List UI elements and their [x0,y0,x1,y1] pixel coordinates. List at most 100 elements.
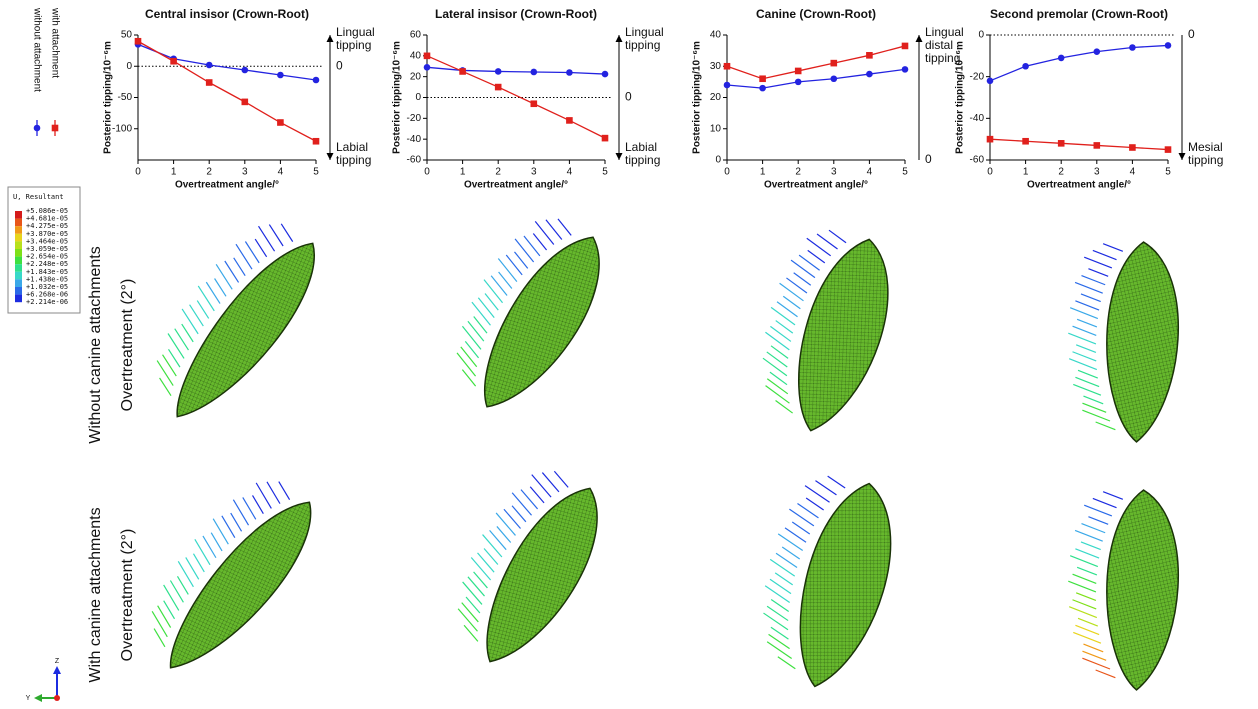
displacement-arrow [1080,541,1101,551]
x-tick-label: 5 [902,167,908,178]
colorbar-swatch [15,294,22,303]
y-tick-label: 0 [126,61,132,72]
displacement-arrow [1072,351,1097,362]
direction-note: 0 [1188,27,1195,41]
data-point [566,117,573,124]
y-tick-label: 20 [410,71,422,82]
displacement-arrow [784,527,807,543]
displacement-arrow [762,357,788,377]
displacement-arrow [511,505,527,523]
displacement-arrow [505,254,523,276]
series-line [137,43,317,81]
x-tick-label: 2 [495,167,501,178]
data-point [277,71,284,79]
displacement-arrow [514,238,535,263]
triad-label: Z [55,658,60,665]
row-label: With canine attachments [87,507,104,682]
direction-note: 0 [925,152,932,166]
displacement-arrow [1076,318,1098,328]
direction-note: Lingual [925,25,964,39]
data-point [423,63,431,71]
y-tick-label: 10 [710,123,722,134]
y-tick-label: 0 [715,155,721,166]
displacement-arrow [1075,344,1097,354]
displacement-arrow [1082,402,1107,413]
x-tick-label: 0 [135,167,141,178]
data-point [1164,42,1172,49]
displacement-arrow [185,557,200,580]
displacement-arrow [1092,249,1117,261]
direction-note: 0 [625,90,632,104]
y-tick-label: 40 [410,50,422,61]
data-point [241,66,249,74]
series-line [426,55,606,139]
displacement-arrow [529,486,545,504]
x-tick-label: 0 [424,167,430,178]
tooth [169,501,312,669]
displacement-arrow [167,333,185,359]
x-tick-label: 3 [1094,167,1100,178]
displacement-arrow [1077,617,1098,627]
arrow-head [615,153,623,160]
displacement-arrow [167,348,181,368]
data-point [566,69,573,76]
displacement-arrow [224,260,240,283]
data-point [494,68,502,75]
triad-head [34,694,42,702]
row-sublabel: Overtreatment (2°) [119,529,136,662]
displacement-arrow [1095,669,1116,679]
displacement-arrow [531,474,552,498]
colorbar-swatch [15,264,22,272]
y-tick-label: -60 [970,155,985,166]
arrow-head [915,35,923,42]
displacement-arrow [194,538,211,566]
displacement-arrow [1072,599,1097,610]
displacement-arrow [765,331,790,351]
row-sublabel: Overtreatment (2°) [119,279,136,412]
data-point [901,42,909,50]
data-point [830,75,838,83]
displacement-arrow [541,472,560,493]
data-point [1129,144,1136,151]
tooth [484,236,600,408]
chart-title: Lateral insisor (Crown-Root) [435,7,597,21]
data-point [459,68,466,75]
x-tick-label: 2 [1058,167,1064,178]
displacement-arrow [464,340,480,359]
displacement-arrow [1073,383,1102,396]
tooth [799,482,892,688]
y-tick-label: 50 [121,30,133,41]
displacement-arrow [163,600,176,620]
y-axis-label: Posterior tipping/10⁻⁶m [392,41,403,154]
displacement-arrow [769,371,788,386]
tooth-model [1068,241,1179,443]
data-point [1022,137,1029,145]
legend-label: with attachment [49,7,60,78]
colorbar-swatch [15,226,22,234]
displacement-arrow [181,308,199,335]
y-axis-label: Posterior tipping/10⁻⁶m [103,41,114,154]
displacement-arrow [1072,325,1097,337]
colorbar-label: +2.214e-06 [26,298,68,306]
legend-marker [51,124,59,132]
displacement-arrow [523,235,541,257]
displacement-arrow [473,571,488,589]
displacement-arrow [775,552,798,569]
displacement-arrow [770,325,792,342]
displacement-arrow [1081,274,1106,286]
displacement-arrow [456,352,477,377]
displacement-arrow [268,224,284,247]
displacement-arrow [789,508,815,527]
displacement-arrow [764,585,791,603]
displacement-arrow [1069,307,1099,320]
direction-note: tipping [925,51,960,65]
displacement-arrow [174,328,189,351]
displacement-arrow [770,599,790,612]
x-tick-label: 3 [531,167,537,178]
data-point [794,78,802,86]
displacement-arrow [181,323,194,343]
displacement-arrow [777,656,796,670]
arrow-head [326,153,334,160]
x-axis-label: Overtreatment angle/° [764,180,868,191]
